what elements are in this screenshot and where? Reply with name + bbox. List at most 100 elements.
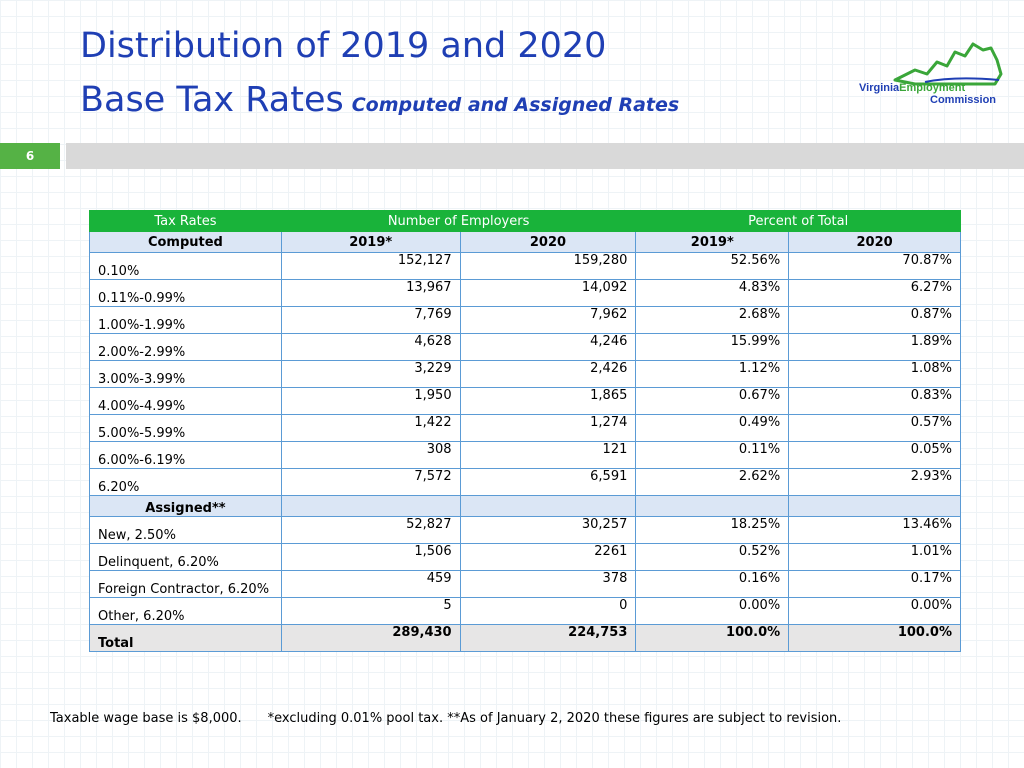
percent-2020-cell: 1.89% xyxy=(788,333,961,361)
slide-title-main: Base Tax Rates xyxy=(80,80,344,120)
percent-2020-cell: 0.00% xyxy=(788,597,961,625)
table-row: Foreign Contractor, 6.20% 459 378 0.16% 0.17… xyxy=(89,570,961,598)
table-row: 0.10% 152,127 159,280 52.56% 70.87% xyxy=(89,252,961,280)
employers-2019-cell: 308 xyxy=(280,441,461,469)
rate-cell: 6.20% xyxy=(89,468,282,496)
percent-2019-cell: 0.67% xyxy=(635,387,790,415)
logo-word-employment: Employment xyxy=(899,82,966,94)
header-percent-2019: 2019* xyxy=(635,231,790,253)
slide-title-line1: Distribution of 2019 and 2020 xyxy=(80,26,607,66)
table-row: 0.11%-0.99% 13,967 14,092 4.83% 6.27% xyxy=(89,279,961,307)
employers-2019-cell: 7,572 xyxy=(280,468,461,496)
rate-cell: 3.00%-3.99% xyxy=(89,360,282,388)
percent-2020-cell: 0.57% xyxy=(788,414,961,442)
percent-2019-cell: 2.62% xyxy=(635,468,790,496)
percent-2019-cell: 100.0% xyxy=(635,624,790,652)
percent-2019-cell: 0.11% xyxy=(635,441,790,469)
employers-2019-cell: 1,506 xyxy=(280,543,461,571)
employers-2020-cell: 2261 xyxy=(459,543,637,571)
header-percent-of-total: Percent of Total xyxy=(635,210,961,232)
rate-cell: 6.00%-6.19% xyxy=(89,441,282,469)
header-percent-2020: 2020 xyxy=(788,231,961,253)
percent-2020-cell: 0.17% xyxy=(788,570,961,598)
slide-number-badge: 6 xyxy=(0,143,60,169)
table-row: 5.00%-5.99% 1,422 1,274 0.49% 0.57% xyxy=(89,414,961,442)
header-employers-2020: 2020 xyxy=(459,231,637,253)
table-row: 6.00%-6.19% 308 121 0.11% 0.05% xyxy=(89,441,961,469)
percent-2019-cell: 4.83% xyxy=(635,279,790,307)
rate-cell: New, 2.50% xyxy=(89,516,282,544)
logo-word-virginia: Virginia xyxy=(859,82,900,94)
rate-cell: Foreign Contractor, 6.20% xyxy=(89,570,282,598)
table-row: 3.00%-3.99% 3,229 2,426 1.12% 1.08% xyxy=(89,360,961,388)
table-header-row-2: Computed 2019* 2020 2019* 2020 xyxy=(89,231,961,253)
table-row: 6.20% 7,572 6,591 2.62% 2.93% xyxy=(89,468,961,496)
percent-2020-cell: 0.05% xyxy=(788,441,961,469)
table-total-row: Total 289,430 224,753 100.0% 100.0% xyxy=(89,624,961,652)
assigned-label: Assigned** xyxy=(89,495,282,517)
table-row: Delinquent, 6.20% 1,506 2261 0.52% 1.01% xyxy=(89,543,961,571)
rate-cell: Other, 6.20% xyxy=(89,597,282,625)
table-row: 4.00%-4.99% 1,950 1,865 0.67% 0.83% xyxy=(89,387,961,415)
logo-text-line2: Commission xyxy=(930,94,997,106)
employers-2020-cell: 224,753 xyxy=(459,624,637,652)
employers-2020-cell: 1,865 xyxy=(459,387,637,415)
percent-2019-cell: 18.25% xyxy=(635,516,790,544)
percent-2019-cell: 0.16% xyxy=(635,570,790,598)
percent-2020-cell: 100.0% xyxy=(788,624,961,652)
percent-2020-cell: 1.01% xyxy=(788,543,961,571)
employers-2019-cell: 1,950 xyxy=(280,387,461,415)
rate-cell: 1.00%-1.99% xyxy=(89,306,282,334)
table-row: 2.00%-2.99% 4,628 4,246 15.99% 1.89% xyxy=(89,333,961,361)
header-number-of-employers: Number of Employers xyxy=(280,210,637,232)
employers-2019-cell: 5 xyxy=(280,597,461,625)
table-header-row-1: Tax Rates Number of Employers Percent of… xyxy=(89,210,961,232)
percent-2019-cell: 52.56% xyxy=(635,252,790,280)
employers-2019-cell: 7,769 xyxy=(280,306,461,334)
employers-2019-cell: 4,628 xyxy=(280,333,461,361)
rate-cell: 2.00%-2.99% xyxy=(89,333,282,361)
employers-2020-cell: 121 xyxy=(459,441,637,469)
table-row: 1.00%-1.99% 7,769 7,962 2.68% 0.87% xyxy=(89,306,961,334)
rate-cell: 4.00%-4.99% xyxy=(89,387,282,415)
employers-2020-cell: 1,274 xyxy=(459,414,637,442)
percent-2020-cell: 70.87% xyxy=(788,252,961,280)
rate-cell: 0.10% xyxy=(89,252,282,280)
tax-rates-table: Tax Rates Number of Employers Percent of… xyxy=(89,210,961,652)
percent-2019-cell: 2.68% xyxy=(635,306,790,334)
virginia-state-outline-icon xyxy=(893,42,1003,86)
percent-2020-cell: 2.93% xyxy=(788,468,961,496)
percent-2020-cell: 1.08% xyxy=(788,360,961,388)
table-body: Tax Rates Number of Employers Percent of… xyxy=(89,210,961,652)
header-divider-bar xyxy=(66,143,1024,169)
table-row: Other, 6.20% 5 0 0.00% 0.00% xyxy=(89,597,961,625)
employers-2020-cell: 159,280 xyxy=(459,252,637,280)
percent-2020-cell: 0.83% xyxy=(788,387,961,415)
employers-2020-cell: 30,257 xyxy=(459,516,637,544)
empty-cell xyxy=(635,495,790,517)
footnote-wage-base: Taxable wage base is $8,000. xyxy=(50,711,242,726)
rate-cell: Total xyxy=(89,624,282,652)
employers-2019-cell: 1,422 xyxy=(280,414,461,442)
percent-2019-cell: 1.12% xyxy=(635,360,790,388)
vec-logo: VirginiaEmployment Commission xyxy=(855,40,1005,110)
employers-2019-cell: 152,127 xyxy=(280,252,461,280)
employers-2020-cell: 7,962 xyxy=(459,306,637,334)
slide-subtitle: Computed and Assigned Rates xyxy=(351,94,680,116)
empty-cell xyxy=(459,495,637,517)
percent-2019-cell: 0.49% xyxy=(635,414,790,442)
empty-cell xyxy=(788,495,961,517)
employers-2020-cell: 2,426 xyxy=(459,360,637,388)
rate-cell: 5.00%-5.99% xyxy=(89,414,282,442)
header-computed: Computed xyxy=(89,231,282,253)
slide-title-line2: Base Tax Rates Computed and Assigned Rate… xyxy=(80,80,679,120)
employers-2020-cell: 378 xyxy=(459,570,637,598)
assigned-section-row: Assigned** xyxy=(89,495,961,517)
logo-text-line1: VirginiaEmployment xyxy=(859,82,965,94)
percent-2019-cell: 15.99% xyxy=(635,333,790,361)
percent-2020-cell: 6.27% xyxy=(788,279,961,307)
percent-2020-cell: 13.46% xyxy=(788,516,961,544)
employers-2020-cell: 6,591 xyxy=(459,468,637,496)
employers-2020-cell: 14,092 xyxy=(459,279,637,307)
employers-2020-cell: 0 xyxy=(459,597,637,625)
